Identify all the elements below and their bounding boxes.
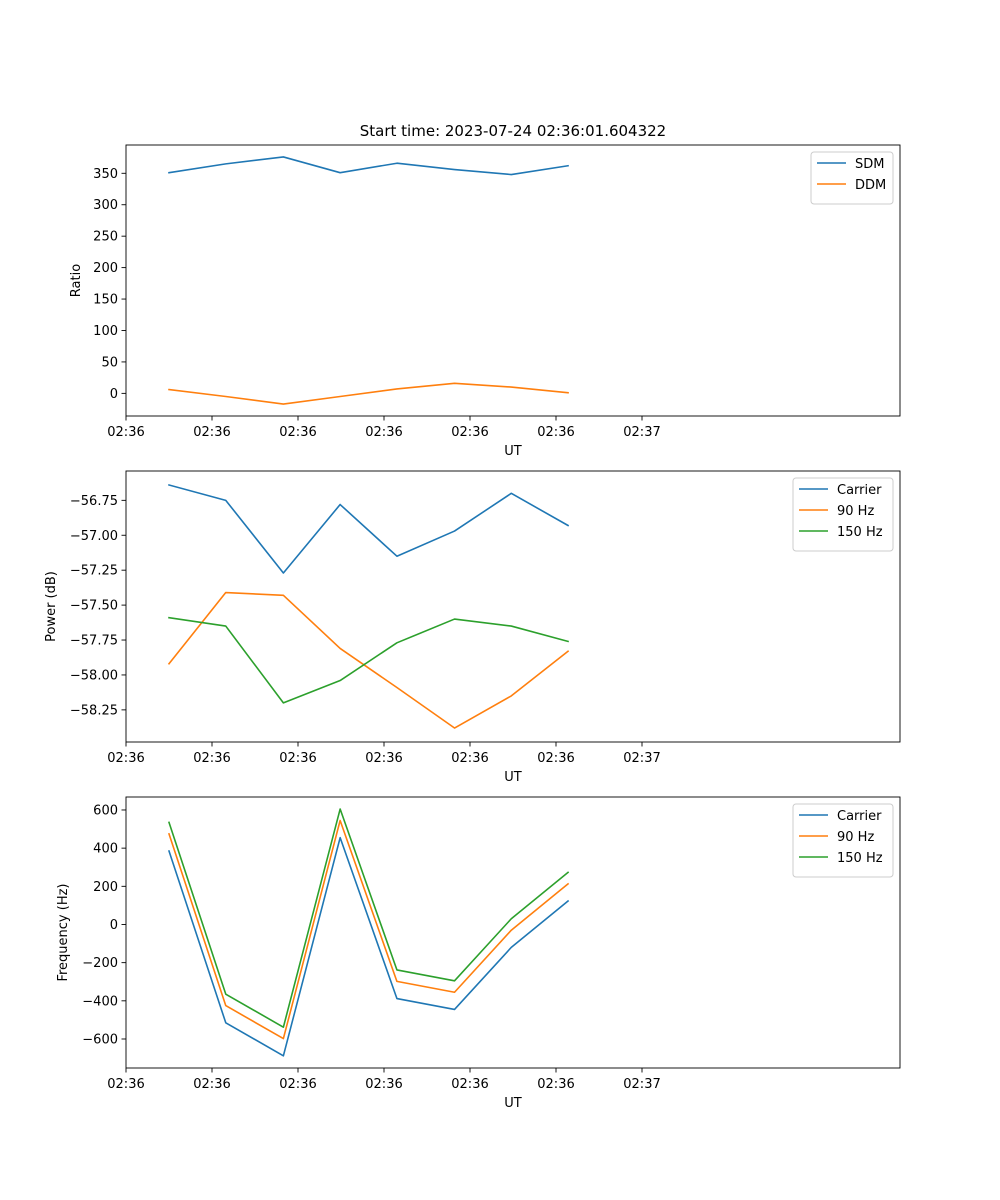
y-tick-label: 400 <box>93 842 118 857</box>
y-tick-label: 150 <box>93 293 118 308</box>
legend: Carrier 90 Hz 150 Hz <box>792 803 894 878</box>
subplot-1: 02:36 02:36 02:36 02:36 02:36 02:36 02:37 0 50 10… <box>69 144 901 459</box>
y-tick-label: −57.25 <box>70 564 118 579</box>
legend-label: 90 Hz <box>837 504 874 519</box>
x-tick-label: 02:36 <box>279 425 316 440</box>
legend-label: Carrier <box>837 483 882 498</box>
x-tick-label: 02:36 <box>365 751 402 766</box>
y-tick-label: 50 <box>101 355 118 370</box>
y-axis-label: Frequency (Hz) <box>56 883 71 981</box>
x-tick-label: 02:36 <box>193 751 230 766</box>
x-tick-label: 02:36 <box>107 751 144 766</box>
x-tick-label: 02:37 <box>623 751 660 766</box>
legend-box <box>792 477 894 552</box>
y-tick-label: −58.00 <box>70 668 118 683</box>
x-tick-label: 02:36 <box>107 425 144 440</box>
y-tick-label: −56.75 <box>70 494 118 509</box>
axes-frame <box>125 144 901 417</box>
x-tick-label: 02:36 <box>451 1077 488 1092</box>
y-tick-label: 0 <box>110 918 118 933</box>
x-tick-label: 02:36 <box>365 425 402 440</box>
y-tick-label: 200 <box>93 880 118 895</box>
y-tick-label: 350 <box>93 167 118 182</box>
x-axis-label: UT <box>504 444 522 459</box>
x-tick-label: 02:37 <box>623 425 660 440</box>
x-tick-label: 02:36 <box>193 1077 230 1092</box>
y-tick-label: 0 <box>110 387 118 402</box>
y-tick-label: −58.25 <box>70 703 118 718</box>
legend-box <box>810 151 894 205</box>
legend-label: 150 Hz <box>837 851 883 866</box>
y-tick-label: 100 <box>93 324 118 339</box>
legend-label: 90 Hz <box>837 830 874 845</box>
y-tick-label: −400 <box>82 994 118 1009</box>
x-tick-label: 02:36 <box>537 751 574 766</box>
legend-label: DDM <box>855 178 886 193</box>
x-tick-label: 02:36 <box>107 1077 144 1092</box>
x-tick-label: 02:36 <box>193 425 230 440</box>
x-tick-label: 02:36 <box>279 751 316 766</box>
y-tick-label: −57.00 <box>70 529 118 544</box>
series-line-150-hz <box>168 616 570 704</box>
legend-label: Carrier <box>837 809 882 824</box>
legend-label: SDM <box>855 157 884 172</box>
legend: SDM DDM <box>810 151 894 205</box>
y-tick-label: −600 <box>82 1032 118 1047</box>
figure-title: Start time: 2023-07-24 02:36:01.604322 <box>360 122 666 140</box>
series-line-90-hz <box>167 819 570 1040</box>
subplot-2: 02:36 02:36 02:36 02:36 02:36 02:36 02:37 −58.2… <box>44 470 901 785</box>
y-tick-label: −57.50 <box>70 599 118 614</box>
legend-label: 150 Hz <box>837 525 883 540</box>
y-tick-label: 250 <box>93 230 118 245</box>
series-line-150-hz <box>167 808 570 1028</box>
y-tick-label: 300 <box>93 198 118 213</box>
legend: Carrier 90 Hz 150 Hz <box>792 477 894 552</box>
y-tick-label: 200 <box>93 261 118 276</box>
x-tick-label: 02:36 <box>279 1077 316 1092</box>
series-line-sdm <box>168 156 569 176</box>
y-tick-label: −57.75 <box>70 634 118 649</box>
axes-frame <box>125 470 901 743</box>
x-tick-label: 02:36 <box>365 1077 402 1092</box>
legend-box <box>792 803 894 878</box>
x-tick-label: 02:37 <box>623 1077 660 1092</box>
x-tick-label: 02:36 <box>537 1077 574 1092</box>
series-line-ddm <box>168 382 569 405</box>
series-line-carrier <box>167 836 570 1057</box>
y-tick-label: 600 <box>93 803 118 818</box>
x-axis-label: UT <box>504 770 522 785</box>
y-axis-label: Ratio <box>69 264 84 297</box>
x-tick-label: 02:36 <box>537 425 574 440</box>
x-tick-label: 02:36 <box>451 425 488 440</box>
subplot-3: 02:36 02:36 02:36 02:36 02:36 02:36 02:37 −600 −… <box>56 796 901 1111</box>
x-tick-label: 02:36 <box>451 751 488 766</box>
x-axis-label: UT <box>504 1096 522 1111</box>
series-line-carrier <box>168 483 570 574</box>
axes-frame <box>125 796 901 1069</box>
y-axis-label: Power (dB) <box>44 571 59 642</box>
y-tick-label: −200 <box>82 956 118 971</box>
series-line-90-hz <box>167 591 570 729</box>
